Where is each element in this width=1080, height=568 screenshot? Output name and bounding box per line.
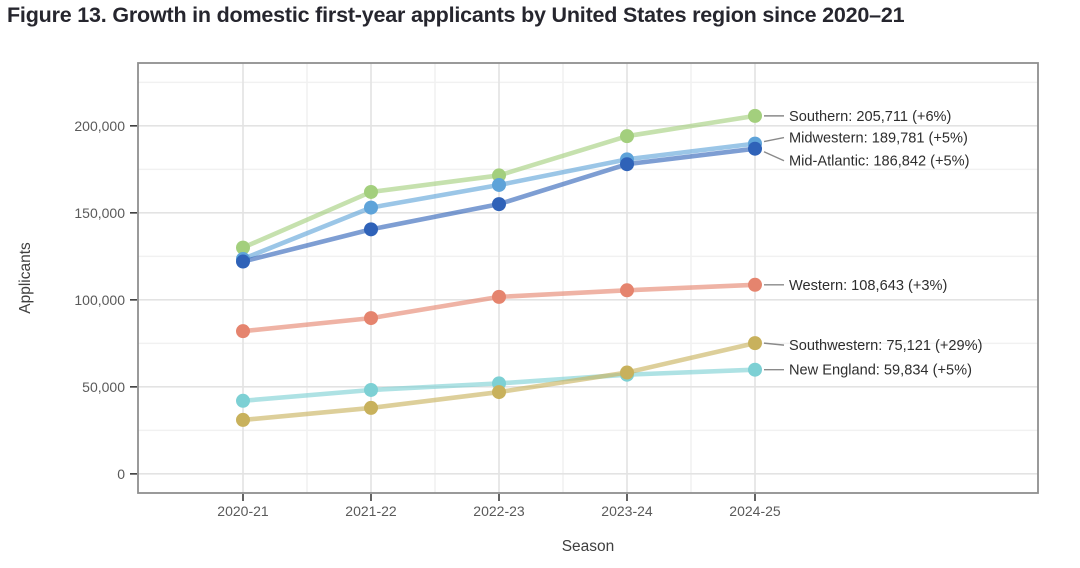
x-tick-label: 2024-25 xyxy=(729,503,781,519)
plot-panel xyxy=(138,63,1038,493)
data-point-mid-atlantic-2021-22 xyxy=(364,222,378,237)
x-tick-label: 2020-21 xyxy=(217,503,269,519)
data-point-western-2024-25 xyxy=(748,277,762,292)
data-point-mid-atlantic-2022-23 xyxy=(492,197,506,212)
data-point-southwestern-2023-24 xyxy=(620,365,634,380)
data-point-southwestern-2021-22 xyxy=(364,400,378,415)
series-end-label-mid-atlantic: Mid-Atlantic: 186,842 (+5%) xyxy=(789,154,969,170)
series-end-label-western: Western: 108,643 (+3%) xyxy=(789,278,947,294)
data-point-new-england-2020-21 xyxy=(236,393,250,408)
plot-panel-border xyxy=(137,62,1039,494)
y-tick-label: 200,000 xyxy=(74,118,125,134)
data-point-new-england-2021-22 xyxy=(364,382,378,397)
data-point-southern-2021-22 xyxy=(364,184,378,199)
data-point-southwestern-2024-25 xyxy=(748,336,762,351)
series-end-label-new-england: New England: 59,834 (+5%) xyxy=(789,363,972,379)
data-point-mid-atlantic-2020-21 xyxy=(236,254,250,269)
x-axis-title: Season xyxy=(562,538,615,555)
data-point-southwestern-2020-21 xyxy=(236,412,250,427)
data-point-western-2020-21 xyxy=(236,324,250,339)
data-point-western-2021-22 xyxy=(364,311,378,326)
x-tick-label: 2022-23 xyxy=(473,503,525,519)
y-axis-title: Applicants xyxy=(17,242,34,314)
y-tick-label: 150,000 xyxy=(74,205,125,221)
label-leader-line-mid-atlantic xyxy=(763,151,785,162)
figure-title: Figure 13. Growth in domestic first-year… xyxy=(7,3,905,27)
data-point-southern-2023-24 xyxy=(620,129,634,144)
data-point-southern-2024-25 xyxy=(748,108,762,123)
data-point-western-2022-23 xyxy=(492,289,506,304)
series-end-label-southern: Southern: 205,711 (+6%) xyxy=(789,109,951,125)
data-point-southern-2020-21 xyxy=(236,240,250,255)
data-point-western-2023-24 xyxy=(620,283,634,298)
data-point-southern-2022-23 xyxy=(492,168,506,183)
label-leader-line-midwestern xyxy=(763,136,785,143)
y-tick-label: 100,000 xyxy=(74,292,125,308)
series-end-label-southwestern: Southwestern: 75,121 (+29%) xyxy=(789,338,983,354)
data-point-southwestern-2022-23 xyxy=(492,385,506,400)
x-tick-label: 2023-24 xyxy=(601,503,653,519)
data-point-midwestern-2021-22 xyxy=(364,200,378,215)
label-leader-line-southwestern xyxy=(763,342,785,346)
data-point-midwestern-2022-23 xyxy=(492,177,506,192)
data-point-mid-atlantic-2023-24 xyxy=(620,157,634,172)
data-point-mid-atlantic-2024-25 xyxy=(748,141,762,156)
x-tick-label: 2021-22 xyxy=(345,503,397,519)
y-tick-label: 50,000 xyxy=(82,379,125,395)
y-tick-label: 0 xyxy=(117,466,125,482)
data-point-new-england-2024-25 xyxy=(748,362,762,377)
series-end-label-midwestern: Midwestern: 189,781 (+5%) xyxy=(789,131,968,147)
